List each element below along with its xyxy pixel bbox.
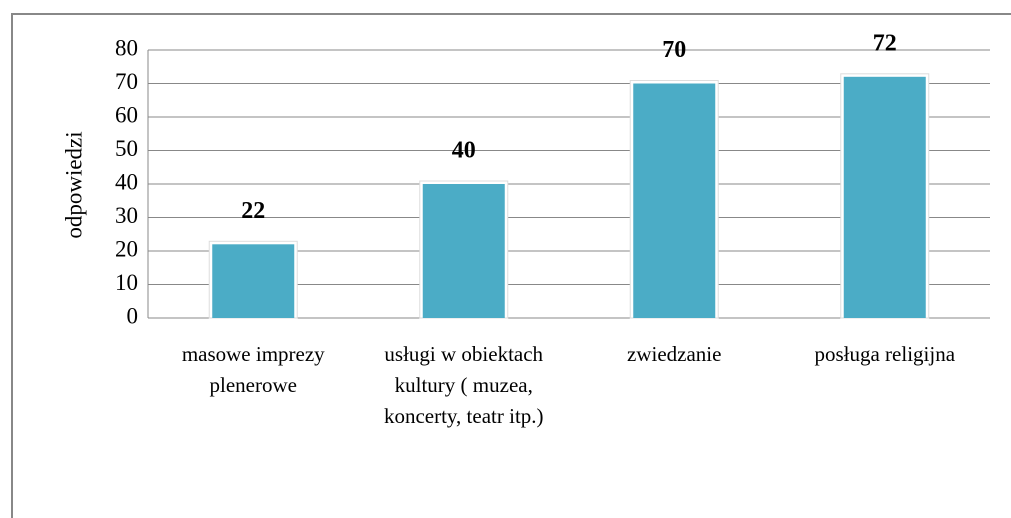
y-axis-title: odpowiedzi <box>61 131 86 238</box>
bar <box>422 184 505 318</box>
y-tick-label: 0 <box>127 303 139 328</box>
x-tick-label: zwiedzanie <box>627 342 722 366</box>
y-tick-label: 30 <box>115 203 138 228</box>
data-label: 72 <box>873 30 897 56</box>
bar <box>633 83 716 318</box>
x-tick-label: usługi w obiektach kultury ( muzea, konc… <box>383 342 544 428</box>
x-tick-label: posługa religijna <box>814 342 956 366</box>
y-tick-label: 10 <box>115 270 138 295</box>
data-label: 40 <box>452 138 476 164</box>
y-tick-label: 40 <box>115 169 138 194</box>
data-label: 22 <box>241 198 265 224</box>
y-tick-label: 80 <box>115 35 138 60</box>
bar <box>212 244 295 318</box>
y-tick-label: 50 <box>115 136 138 161</box>
y-tick-label: 20 <box>115 236 138 261</box>
bar <box>843 76 926 318</box>
y-tick-label: 60 <box>115 102 138 127</box>
x-tick-label: masowe imprezy plenerowe <box>181 342 325 397</box>
data-label: 70 <box>662 37 686 63</box>
y-tick-label: 70 <box>115 69 138 94</box>
